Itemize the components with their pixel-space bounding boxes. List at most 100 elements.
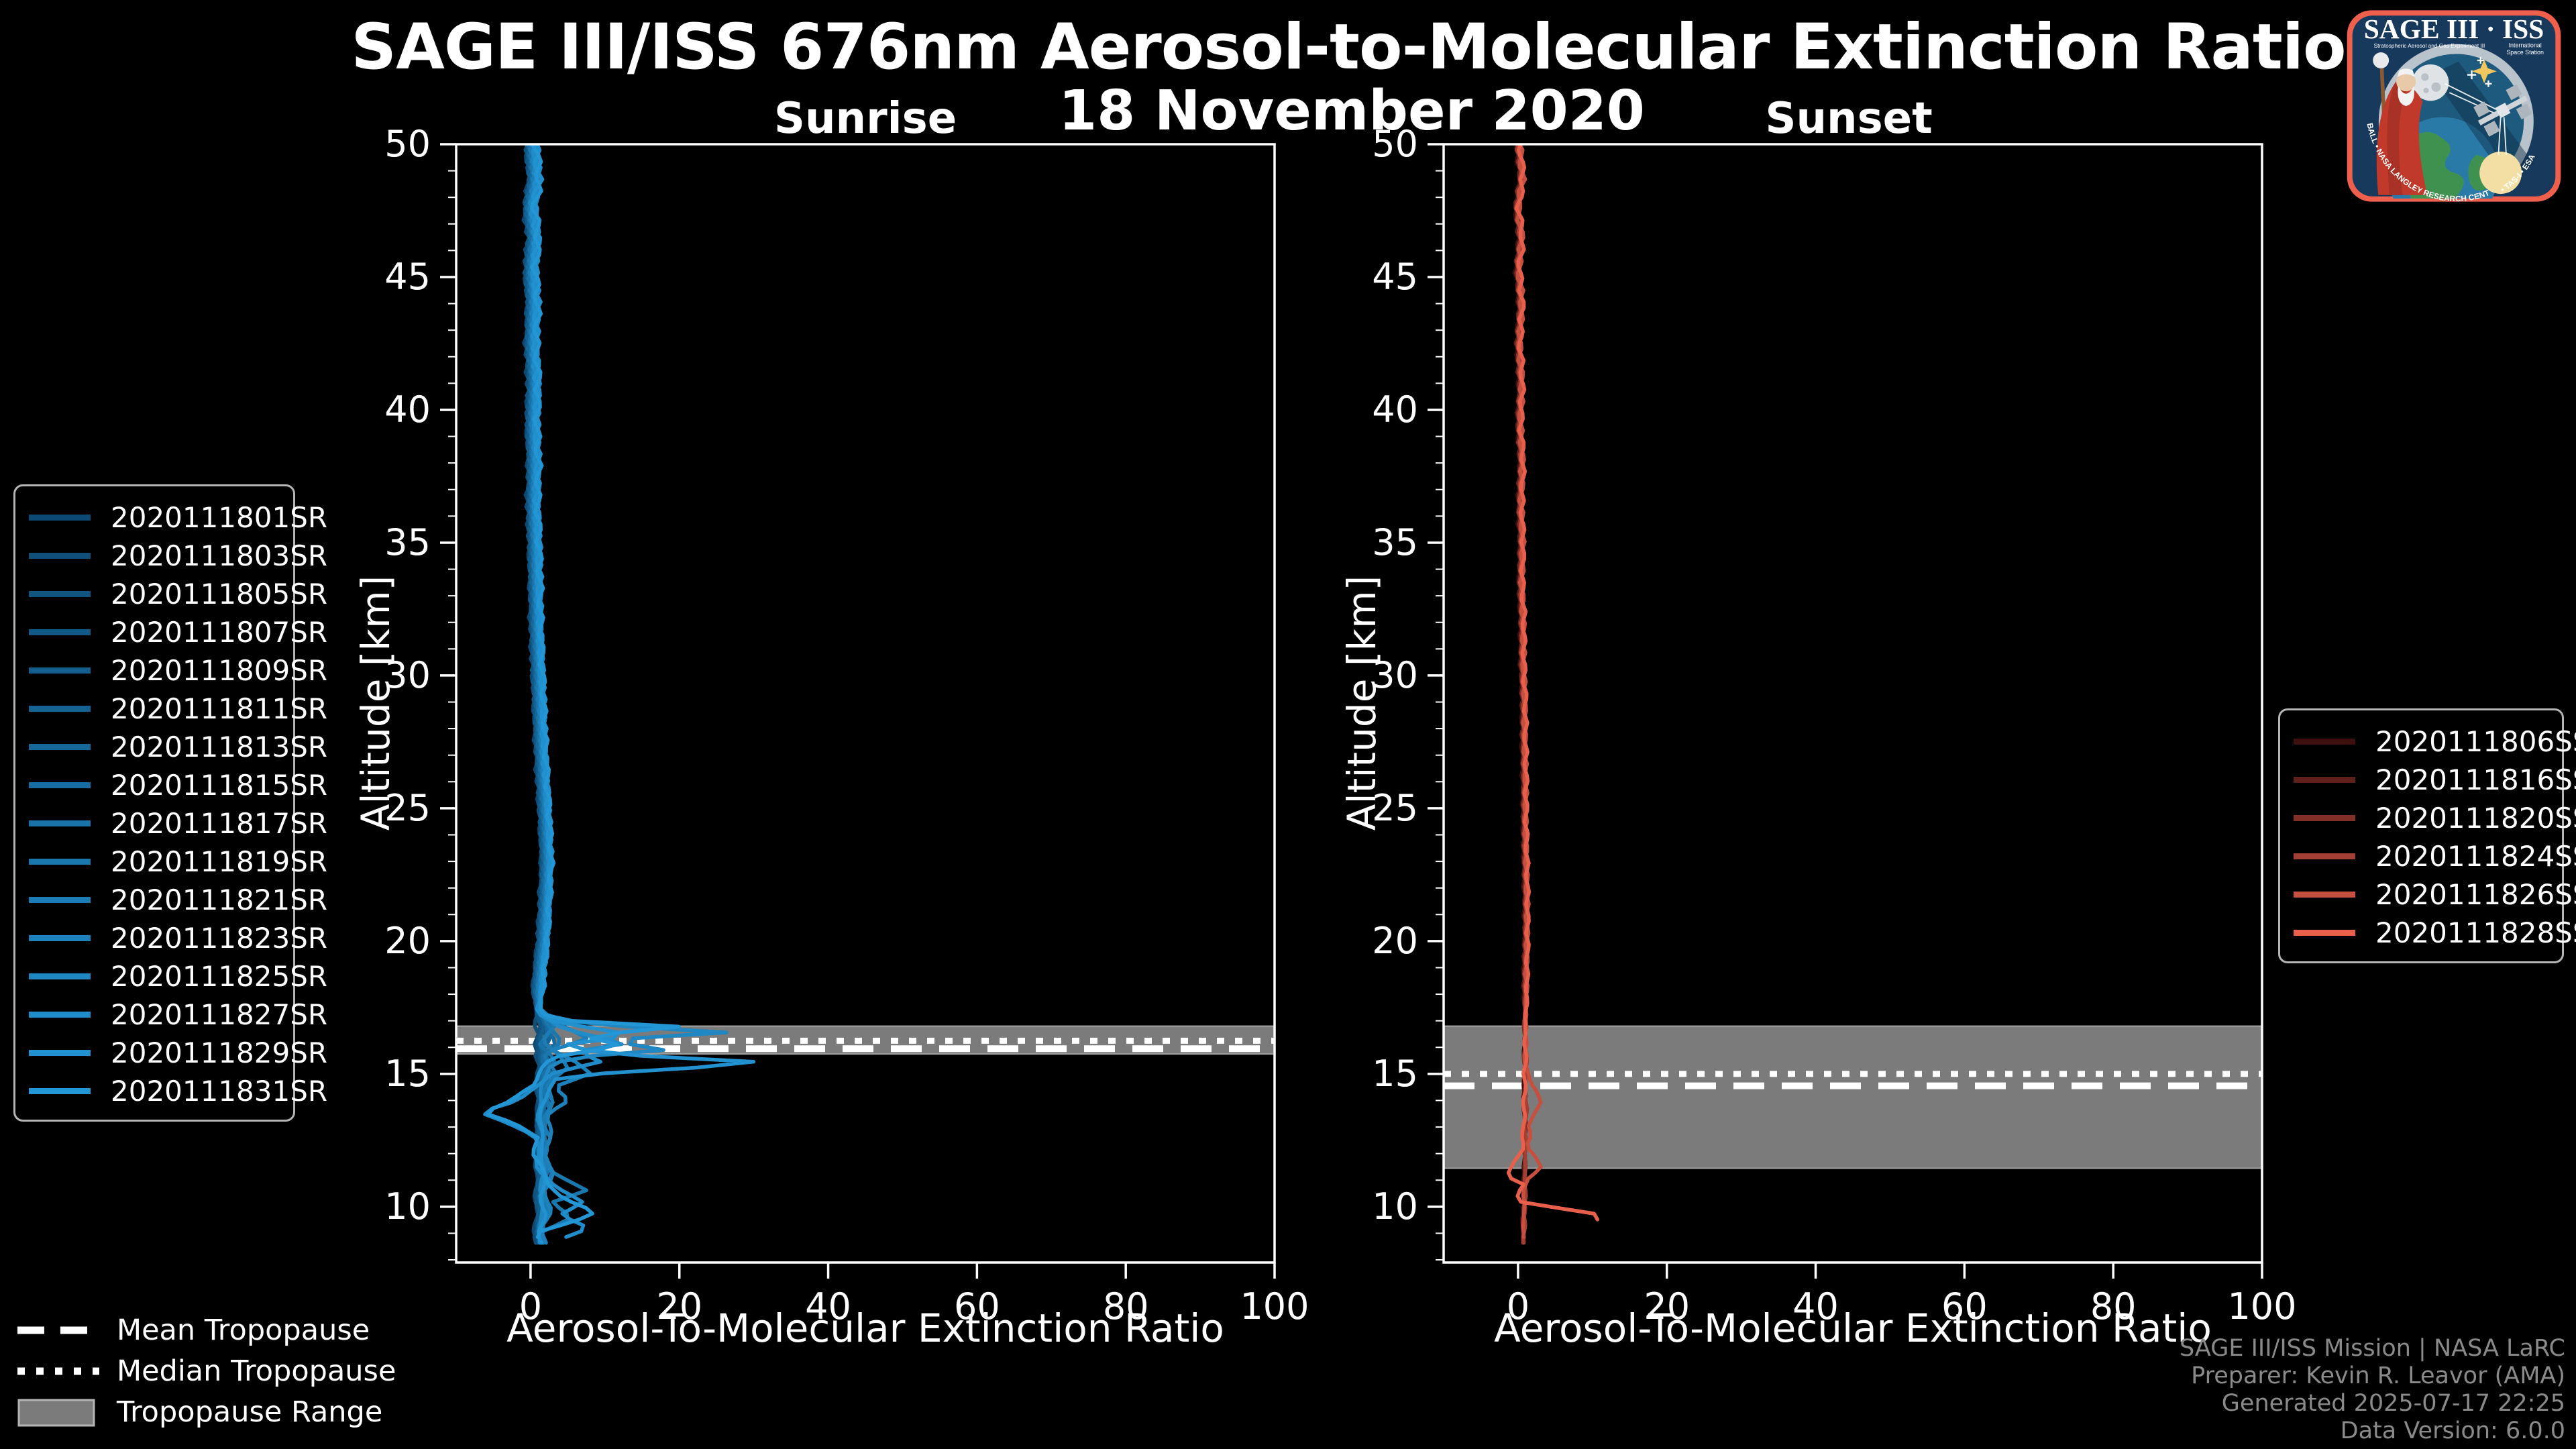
xtick-label: 80 — [2090, 1285, 2137, 1328]
legend-color-swatch — [29, 667, 91, 674]
ytick-label: 15 — [384, 1053, 431, 1095]
panel-title-sunrise: Sunrise — [773, 94, 957, 144]
ytick-label: 45 — [1372, 256, 1418, 298]
legend-color-swatch — [29, 973, 91, 979]
profile-line-2020111828SS — [1506, 144, 1600, 1222]
legend-item: 2020111816SS — [2294, 761, 2576, 799]
iss-icon — [2473, 84, 2532, 137]
legend-item: 2020111831SR — [29, 1072, 327, 1110]
ytick-label: 45 — [384, 256, 431, 298]
panel-title-sunset: Sunset — [1765, 94, 1933, 144]
legend-color-swatch — [2294, 853, 2355, 859]
legend-label: 2020111827SR — [111, 998, 328, 1031]
plot-area-sunrise — [456, 144, 1275, 1245]
legend-color-swatch — [29, 553, 91, 559]
xtick-label: 40 — [805, 1285, 851, 1328]
legend-item: 2020111829SR — [29, 1034, 327, 1072]
mean-tropopause-label: Mean Tropopause — [117, 1313, 370, 1347]
xtick-label: 20 — [1644, 1285, 1690, 1328]
xtick-label: 60 — [954, 1285, 1000, 1328]
sunset-yaxis-label: Altitude [km] — [1339, 575, 1385, 831]
legend-color-swatch — [2294, 815, 2355, 821]
ytick-label: 50 — [384, 123, 431, 165]
legend-label: 2020111807SR — [111, 616, 328, 649]
legend-color-swatch — [29, 515, 91, 521]
median-tropopause-label: Median Tropopause — [117, 1354, 396, 1388]
legend-label: 2020111829SR — [111, 1036, 328, 1069]
legend-color-swatch — [2294, 739, 2355, 745]
xtick-label: 80 — [1103, 1285, 1149, 1328]
legend-label: 2020111823SR — [111, 922, 328, 955]
patch-subtitle-right-2: Space Station — [2506, 49, 2544, 56]
legend-color-swatch — [29, 591, 91, 597]
legend-color-swatch — [29, 820, 91, 826]
legend-item: 2020111815SR — [29, 766, 327, 804]
legend-label: 2020111801SR — [111, 501, 328, 534]
dashed-line-sample — [17, 1326, 99, 1334]
sunrise-event-legend: 2020111801SR 2020111803SR 2020111805SR 2020… — [13, 484, 327, 1122]
legend-item: 2020111819SR — [29, 843, 327, 881]
legend-label: 2020111809SR — [111, 654, 328, 687]
legend-label: 2020111805SR — [111, 578, 328, 610]
legend-color-swatch — [29, 897, 91, 903]
legend-item: 2020111807SR — [29, 613, 327, 651]
legend-color-swatch — [29, 1050, 91, 1056]
ytick-label: 20 — [1372, 920, 1418, 962]
legend-item: 2020111806SS — [2294, 722, 2576, 761]
legend-color-swatch — [2294, 777, 2355, 783]
sage-iss-mission-patch-logo: SAGE III · ISS Stratospheric Aerosol and… — [2343, 8, 2561, 203]
legend-item: 2020111824SS — [2294, 837, 2576, 875]
legend-color-swatch — [2294, 892, 2355, 898]
legend-item: 2020111825SR — [29, 957, 327, 996]
legend-color-swatch — [29, 935, 91, 941]
sunset-xaxis-label: Aerosol-To-Molecular Extinction Ratio — [1494, 1305, 2212, 1351]
gray-band-sample — [17, 1399, 95, 1426]
legend-label: 2020111803SR — [111, 539, 328, 572]
tropopause-range-legend-item: Tropopause Range — [17, 1391, 396, 1432]
legend-label: 2020111831SR — [111, 1075, 328, 1108]
patch-title: SAGE III · ISS — [2364, 13, 2544, 44]
credit-generated: Generated 2025-07-17 22:25 — [2221, 1390, 2565, 1417]
axes-sunrise — [440, 143, 1276, 1279]
xtick-label: 100 — [1240, 1285, 1309, 1328]
median-tropopause-legend-item: Median Tropopause — [17, 1350, 396, 1391]
legend-label: 2020111817SR — [111, 807, 328, 840]
profile-line-2020111829SR — [531, 144, 756, 1245]
legend-label: 2020111821SR — [111, 883, 328, 916]
legend-label: 2020111819SR — [111, 845, 328, 878]
legend-item: 2020111826SS — [2294, 875, 2576, 914]
legend-label: 2020111825SR — [111, 960, 328, 993]
ytick-label: 40 — [1372, 388, 1418, 431]
legend-color-swatch — [29, 706, 91, 712]
dotted-line-sample — [17, 1367, 99, 1375]
tropopause-legend: Mean Tropopause Median Tropopause Tropop… — [17, 1309, 396, 1432]
legend-item: 2020111803SR — [29, 537, 327, 575]
ytick-label: 30 — [1372, 654, 1418, 696]
xtick-label: 0 — [1507, 1285, 1529, 1328]
ytick-label: 10 — [384, 1185, 431, 1228]
legend-label: 2020111811SR — [111, 692, 328, 725]
sun-icon — [2479, 152, 2522, 195]
ytick-label: 30 — [384, 654, 431, 696]
page-title: SAGE III/ISS 676nm Aerosol-to-Molecular … — [351, 11, 2346, 84]
legend-label: 2020111826SS — [2375, 878, 2576, 911]
legend-color-swatch — [29, 629, 91, 635]
xtick-label: 100 — [2227, 1285, 2296, 1328]
legend-label: 2020111820SS — [2375, 802, 2576, 835]
ytick-label: 20 — [384, 920, 431, 962]
ytick-label: 50 — [1372, 123, 1418, 165]
xtick-label: 60 — [1941, 1285, 1988, 1328]
star-sparkles — [2467, 57, 2497, 87]
ytick-label: 15 — [1372, 1053, 1418, 1095]
legend-color-swatch — [2294, 930, 2355, 936]
sunrise-xaxis-label: Aerosol-To-Molecular Extinction Ratio — [506, 1305, 1224, 1351]
credit-mission: SAGE III/ISS Mission | NASA LaRC — [2180, 1335, 2565, 1362]
ytick-label: 35 — [1372, 521, 1418, 564]
legend-color-swatch — [29, 1088, 91, 1094]
credit-preparer: Preparer: Kevin R. Leavor (AMA) — [2191, 1362, 2565, 1389]
ytick-label: 10 — [1372, 1185, 1418, 1228]
observation-beams — [2445, 83, 2507, 156]
legend-color-swatch — [29, 1012, 91, 1018]
